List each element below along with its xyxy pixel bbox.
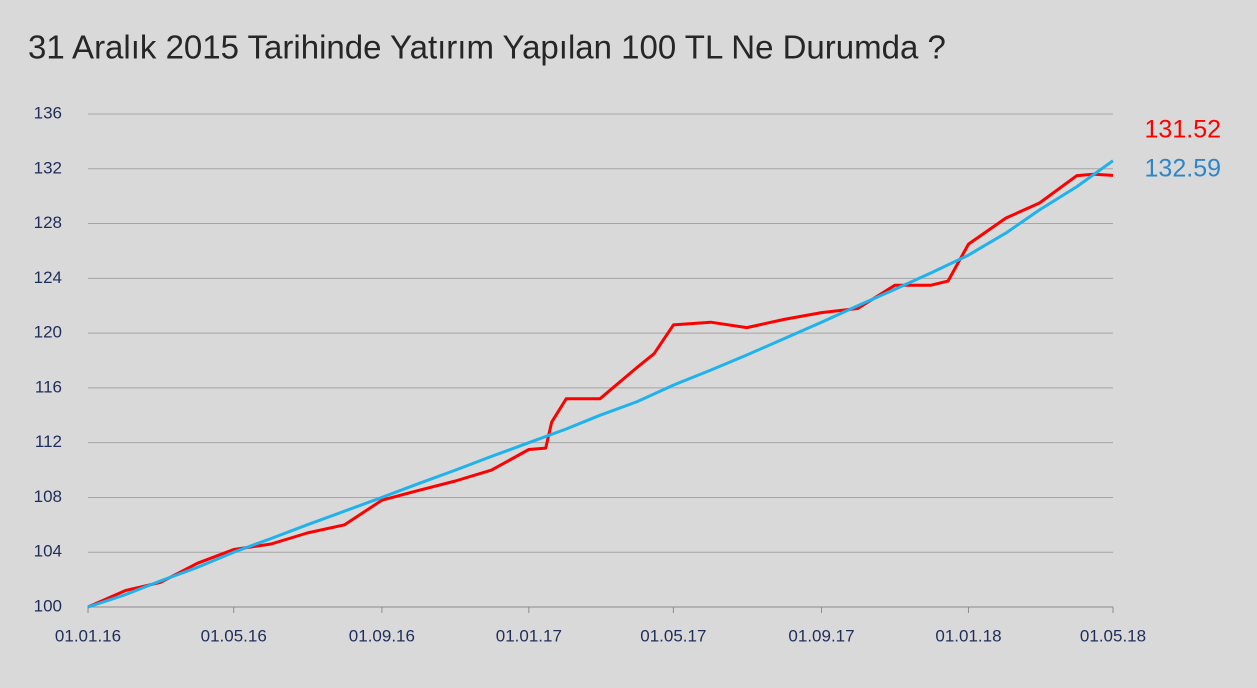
y-tick-label: 112 (35, 432, 62, 451)
x-tick-label: 01.09.16 (349, 626, 415, 645)
y-tick-label: 108 (34, 487, 62, 506)
y-tick-label: 124 (34, 268, 62, 287)
x-tick-label: 01.05.16 (201, 626, 267, 645)
y-tick-label: 116 (35, 377, 62, 396)
x-tick-label: 01.01.17 (496, 626, 562, 645)
y-tick-label: 100 (34, 596, 62, 615)
end-value-label: 132.59 (1145, 155, 1221, 183)
x-tick-label: 01.05.17 (640, 626, 706, 645)
y-tick-label: 120 (34, 323, 62, 342)
x-tick-label: 01.09.17 (788, 626, 854, 645)
x-tick-label: 01.05.18 (1080, 626, 1146, 645)
series-line (87, 159, 1114, 609)
chart-title: 31 Aralık 2015 Tarihinde Yatırım Yapılan… (28, 29, 946, 66)
y-tick-label: 128 (34, 213, 62, 232)
end-value-label: 131.52 (1145, 116, 1221, 144)
y-tick-label: 132 (34, 158, 62, 177)
series-line (87, 172, 1114, 609)
y-tick-label: 136 (34, 103, 62, 122)
y-tick-label: 104 (34, 542, 62, 561)
x-tick-label: 01.01.16 (55, 626, 121, 645)
x-tick-label: 01.01.18 (935, 626, 1001, 645)
